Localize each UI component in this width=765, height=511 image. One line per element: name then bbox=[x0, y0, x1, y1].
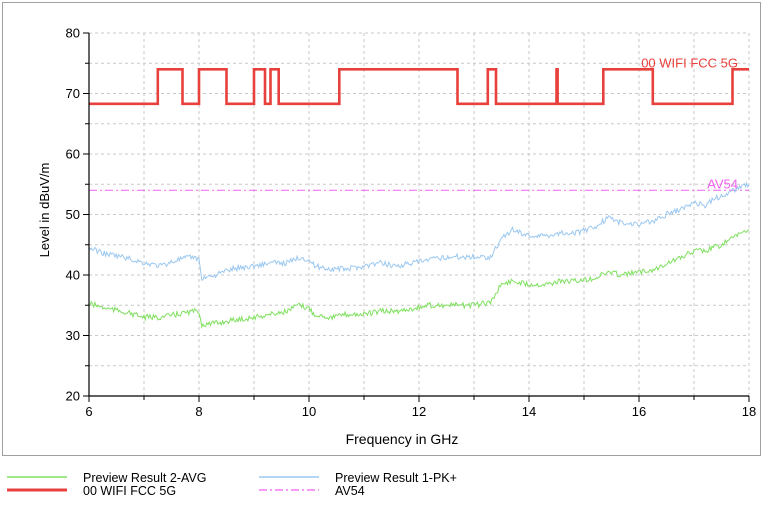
y-tick-label: 80 bbox=[66, 26, 80, 41]
legend-line-av54 bbox=[259, 489, 319, 491]
annotation-limit: 00 WIFI FCC 5G bbox=[641, 55, 738, 70]
legend-label-limit: 00 WIFI FCC 5G bbox=[83, 484, 177, 498]
y-axis-label: Level in dBuV/m bbox=[37, 163, 52, 258]
x-tick-label: 18 bbox=[742, 404, 756, 419]
labels-layer: 20 30 40 50 60 70 80 6 8 10 12 14 16 18 00 WIFI FCC 5G… bbox=[66, 26, 757, 420]
legend-label-pk: Preview Result 1-PK+ bbox=[335, 471, 457, 485]
y-tick-label: 30 bbox=[66, 328, 80, 343]
axes-layer bbox=[83, 32, 750, 402]
legend-label-avg: Preview Result 2-AVG bbox=[83, 471, 207, 485]
legend-label-av54: AV54 bbox=[335, 484, 365, 498]
series-line-pk bbox=[88, 181, 750, 281]
series-layer bbox=[88, 68, 750, 329]
legend-line-avg bbox=[7, 476, 67, 478]
x-tick-label: 14 bbox=[522, 404, 536, 419]
grid-layer bbox=[88, 32, 750, 397]
x-tick-label: 8 bbox=[195, 404, 202, 419]
y-tick-label: 20 bbox=[66, 389, 80, 404]
annotation-av54: AV54 bbox=[707, 176, 738, 191]
legend-line-limit bbox=[7, 488, 67, 492]
x-tick-label: 6 bbox=[85, 404, 92, 419]
legend-line-pk bbox=[259, 476, 319, 478]
x-axis-label: Frequency in GHz bbox=[346, 431, 459, 447]
y-tick-label: 60 bbox=[66, 147, 80, 162]
series-line-avg bbox=[88, 229, 750, 329]
chart-frame: 20 30 40 50 60 70 80 6 8 10 12 14 16 18 00 WIFI FCC 5G… bbox=[2, 2, 761, 456]
x-tick-label: 12 bbox=[412, 404, 426, 419]
x-tick-label: 10 bbox=[302, 404, 316, 419]
series-line-limit bbox=[89, 68, 749, 106]
y-tick-label: 70 bbox=[66, 86, 80, 101]
x-tick-label: 16 bbox=[632, 404, 646, 419]
chart-svg: 20 30 40 50 60 70 80 6 8 10 12 14 16 18 00 WIFI FCC 5G… bbox=[37, 26, 757, 448]
y-tick-label: 50 bbox=[66, 207, 80, 222]
y-tick-label: 40 bbox=[66, 268, 80, 283]
